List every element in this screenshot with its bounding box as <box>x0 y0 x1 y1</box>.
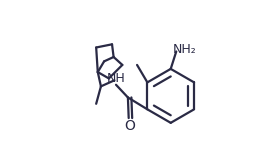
Text: O: O <box>124 119 135 133</box>
Text: NH: NH <box>107 72 125 85</box>
Text: NH₂: NH₂ <box>172 43 196 56</box>
